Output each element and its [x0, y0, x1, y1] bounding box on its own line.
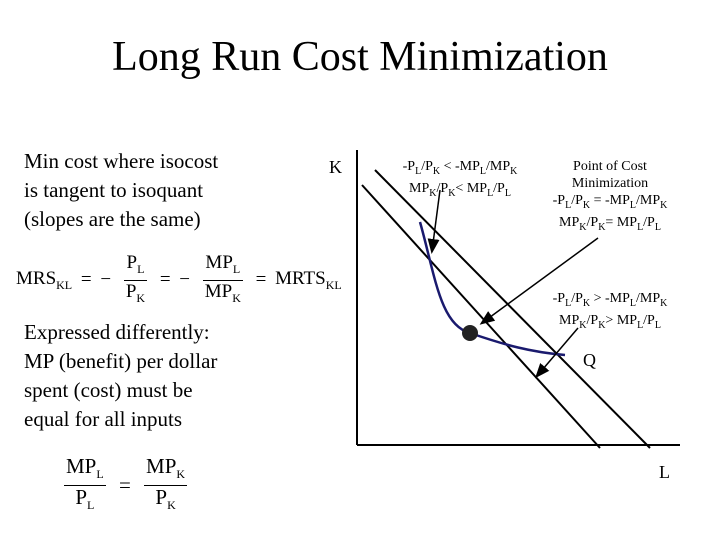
- note-line: -PL/PK > -MPL/MPK: [552, 291, 668, 309]
- text-line: spent (cost) must be: [24, 378, 193, 402]
- mrts-term: MRTSKL: [275, 267, 342, 292]
- equals-sign: =: [80, 269, 92, 291]
- upper-note-arrow: [427, 189, 441, 254]
- mrs-term: MRSKL: [16, 267, 73, 292]
- mpl-per-price-fraction: MPL PL: [64, 454, 106, 513]
- tangency-explanation: Min cost where isocost is tangent to iso…: [24, 147, 218, 234]
- price-ratio-fraction: PL PK: [123, 252, 148, 305]
- isocost-line-outer: [374, 169, 651, 449]
- minus-sign: −: [179, 269, 191, 291]
- optimum-note-arrow: [479, 237, 599, 325]
- text-line: (slopes are the same): [24, 207, 201, 231]
- mrs-formula: MRSKL = − PL PK = − MPL MPK = MRTSKL: [14, 252, 344, 309]
- x-axis-label: L: [659, 462, 670, 482]
- mp-ratio-fraction: MPL MPK: [202, 252, 243, 305]
- upper-condition-note: -PL/PK < -MPL/MPK MPK/PK< MPL/PL: [385, 158, 535, 202]
- y-axis-label: K: [329, 157, 342, 177]
- text-line: Min cost where isocost: [24, 149, 219, 173]
- minus-sign: −: [100, 269, 112, 291]
- text-line: equal for all inputs: [24, 407, 183, 431]
- text-line: is tangent to isoquant: [24, 178, 204, 202]
- note-line: Minimization: [571, 176, 649, 191]
- note-line: MPK/PK> MPL/PL: [559, 312, 661, 331]
- cost-minimization-point: [462, 325, 478, 341]
- equals-sign: =: [159, 269, 171, 291]
- note-line: Point of Cost: [573, 159, 647, 174]
- note-line: MPK/PK= MPL/PL: [559, 214, 661, 233]
- optimum-condition-note: Point of Cost Minimization -PL/PK = -MPL…: [530, 158, 690, 236]
- lower-note-arrow: [535, 327, 579, 379]
- equals-sign: =: [118, 473, 131, 498]
- note-line: MPK/PK< MPL/PL: [409, 180, 511, 199]
- equals-sign: =: [255, 269, 267, 291]
- text-line: MP (benefit) per dollar: [24, 349, 218, 373]
- note-line: -PL/PK < -MPL/MPK: [402, 159, 518, 177]
- lower-condition-note: -PL/PK > -MPL/MPK MPK/PK> MPL/PL: [535, 290, 685, 334]
- mp-per-dollar-explanation: Expressed differently: MP (benefit) per …: [24, 318, 217, 434]
- text-line: Expressed differently:: [24, 320, 210, 344]
- isoquant-label: Q: [583, 350, 596, 370]
- mpk-per-price-fraction: MPK PK: [144, 454, 188, 513]
- page-title: Long Run Cost Minimization: [112, 34, 608, 80]
- equal-marginal-formula: MPL PL = MPK PK: [58, 455, 193, 516]
- note-line: -PL/PK = -MPL/MPK: [552, 193, 668, 211]
